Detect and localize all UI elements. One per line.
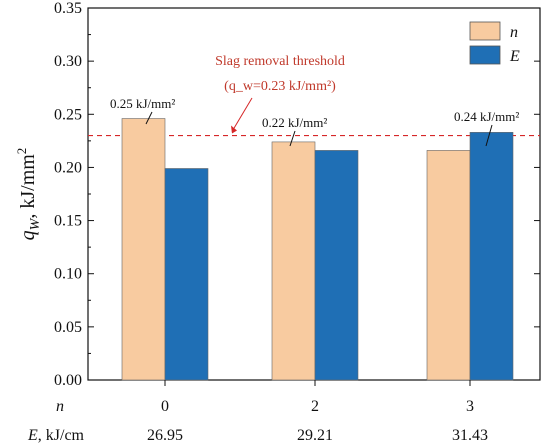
y-tick-label: 0.20 [54,159,82,176]
legend-label-n: n [510,24,518,41]
bar-e-2 [314,150,359,381]
e-value: 26.95 [147,427,183,444]
annotation-leader [145,111,153,125]
y-tick-label: 0.10 [54,266,82,283]
bar-n-0 [121,118,166,381]
e-row-label: E, kJ/cm [27,427,85,444]
value-annotation: 0.24 kJ/mm² [454,109,519,124]
threshold-arrow [231,97,253,132]
e-value: 31.43 [452,427,488,444]
bar-e-3 [469,132,514,381]
legend: n E [469,21,520,65]
annotations: 0.25 kJ/mm² 0.22 kJ/mm² 0.24 kJ/mm² [110,96,519,147]
value-annotation: 0.22 kJ/mm² [262,115,327,130]
below-axis-table: n E, kJ/cm 0 2 3 26.95 29.21 31.43 [27,398,488,444]
n-value: 0 [161,398,169,415]
y-tick-label: 0.15 [54,213,82,230]
bar-e-0 [164,168,209,381]
legend-swatch-e [469,45,501,65]
y-axis: 0.00 0.05 0.10 0.15 0.20 0.25 0.30 0.35 [54,0,540,389]
e-value: 29.21 [297,427,333,444]
threshold-label-line1: Slag removal threshold [215,54,345,69]
n-value: 2 [311,398,319,415]
n-row-label: n [56,398,64,415]
y-tick-label: 0.35 [54,0,82,17]
legend-label-e: E [509,48,520,65]
annotation-leader [289,130,296,147]
threshold-label-line2: (q_w=0.23 kJ/mm²) [224,79,336,94]
y-tick-label: 0.25 [54,106,82,123]
y-tick-label: 0.05 [54,319,82,336]
annotation-leader [485,124,493,147]
y-tick-label: 0.00 [54,372,82,389]
n-value: 3 [466,398,474,415]
y-axis-title: qW, kJ/mm2 [14,148,43,241]
threshold-arrow-head [231,125,237,134]
bars [121,118,514,386]
bar-n-2 [271,141,316,381]
bar-n-3 [426,150,471,381]
y-tick-label: 0.30 [54,53,82,70]
legend-swatch-n [469,21,501,41]
value-annotation: 0.25 kJ/mm² [110,96,175,111]
